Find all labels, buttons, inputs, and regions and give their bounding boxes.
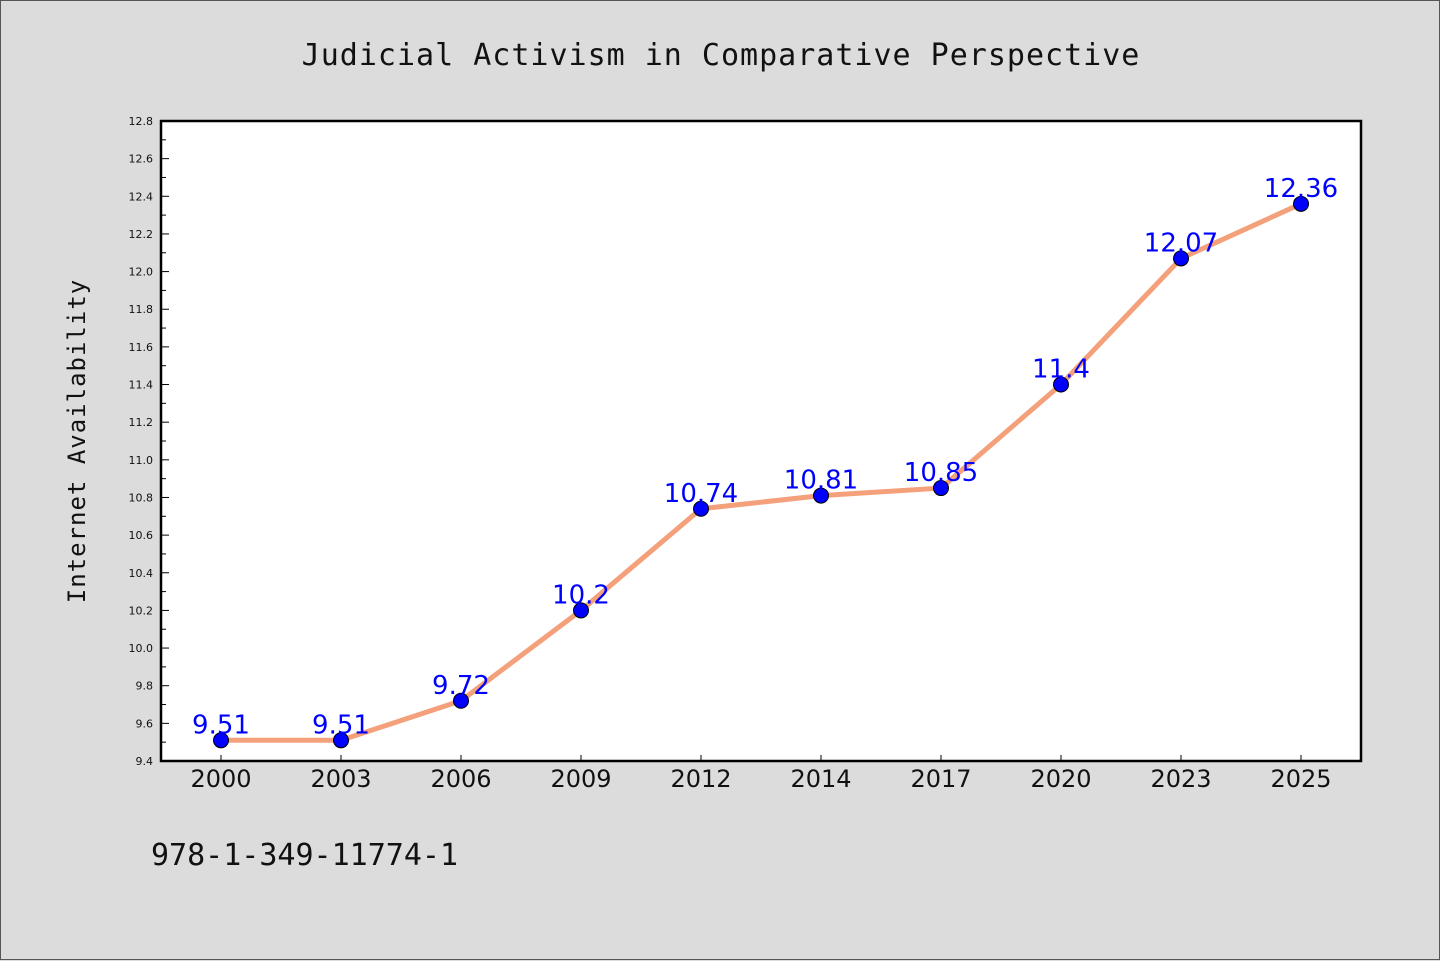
y-axis-label: Internet Availability [63,279,91,603]
chart-title: Judicial Activism in Comparative Perspec… [302,38,1141,73]
x-tick-label: 2017 [910,765,971,793]
y-tick-label: 10.8 [129,491,154,504]
data-point [693,500,709,517]
y-tick-label: 12.8 [129,115,154,128]
y-tick-label: 11.6 [129,341,154,354]
y-tick-label: 10.0 [129,642,154,655]
x-tick-label: 2000 [190,765,251,793]
data-label: 11.4 [1032,355,1090,385]
data-point [213,732,229,749]
y-tick-label: 10.4 [129,567,154,580]
data-point [813,487,829,504]
data-label: 10.74 [664,479,738,509]
y-tick-label: 11.8 [129,303,154,316]
y-axis: 9.4 9.6 9.8 10.0 10.2 10.4 10.6 10.8 11.0 11.2 11.… [129,115,169,768]
series-line-group [213,195,1309,749]
x-tick-label: 2025 [1270,765,1331,793]
data-labels: 9.51 9.51 9.72 10.2 10.74 10.81 10.85 11.4 12.07… [192,174,1338,740]
x-tick-label: 2012 [670,765,731,793]
data-point [1293,195,1309,212]
y-tick-label: 12.4 [129,190,154,203]
y-tick-label: 9.8 [136,680,154,693]
data-label: 9.72 [432,671,490,701]
data-label: 9.51 [312,710,370,740]
x-tick-label: 2006 [430,765,491,793]
x-tick-label: 2014 [790,765,851,793]
y-tick-label: 10.2 [129,604,154,617]
x-tick-label: 2003 [310,765,371,793]
y-tick-label: 10.6 [129,529,154,542]
plot-area [159,119,1363,763]
data-point [933,480,949,497]
y-tick-label: 9.4 [136,755,154,768]
data-point [1053,376,1069,393]
y-tick-label: 11.0 [129,454,154,467]
y-tick-label: 12.6 [129,153,154,166]
x-tick-label: 2020 [1030,765,1091,793]
data-point [573,602,589,619]
data-point [333,732,349,749]
x-tick-label: 2009 [550,765,611,793]
y-tick-label: 12.0 [129,266,154,279]
series-line [218,201,1304,743]
data-label: 10.2 [552,580,610,610]
isbn-code: 978-1-349-11774-1 [151,838,458,873]
data-label: 12.36 [1264,174,1338,204]
data-label: 10.85 [904,458,978,488]
x-tick-label: 2023 [1150,765,1211,793]
y-tick-label: 12.2 [129,228,154,241]
x-axis: 2000 2003 2006 2009 2012 2014 2017 2020 2023 2025 [190,755,1332,793]
data-point [453,692,469,709]
y-tick-label: 9.6 [136,717,154,730]
data-label: 10.81 [784,466,858,496]
data-label: 9.51 [192,710,250,740]
data-label: 12.07 [1144,228,1218,258]
y-tick-label: 11.2 [129,416,154,429]
data-point [1173,250,1189,267]
y-tick-label: 11.4 [129,379,154,392]
